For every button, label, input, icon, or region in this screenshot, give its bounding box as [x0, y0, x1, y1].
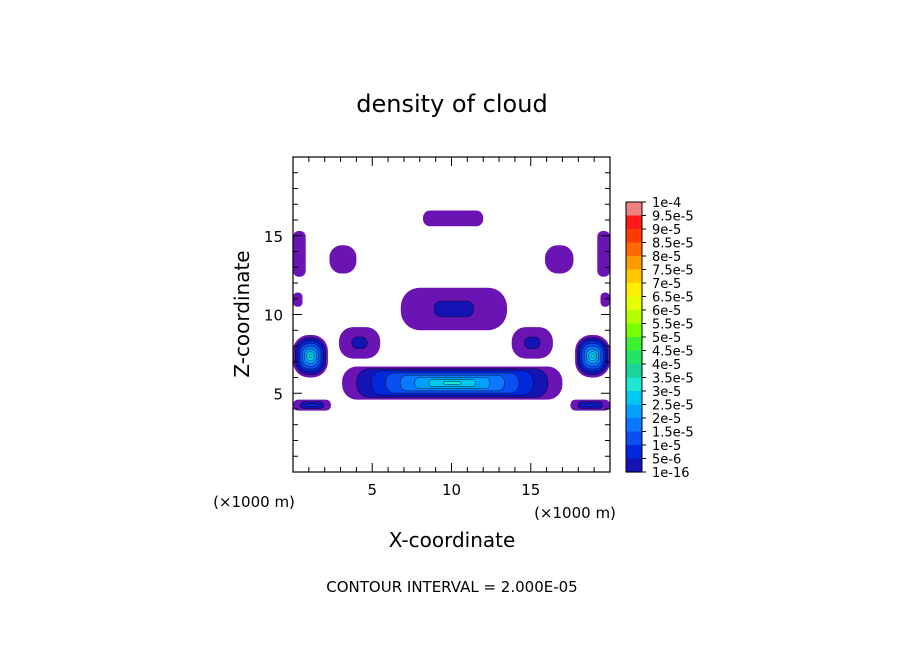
- colorbar-label: 1.5e-5: [652, 426, 694, 441]
- colorbar-label: 6.5e-5: [652, 291, 694, 306]
- contour-region: [585, 403, 595, 407]
- y-unit-label: (×1000 m): [213, 493, 295, 511]
- colorbar: 1e-49.5e-59e-58.5e-58e-57.5e-57e-56.5e-5…: [625, 196, 694, 481]
- plot-area: [293, 210, 610, 411]
- colorbar-swatch: [626, 364, 642, 379]
- contour-region: [545, 245, 574, 274]
- x-axis-label: X-coordinate: [389, 528, 516, 552]
- x-unit-label: (×1000 m): [534, 504, 616, 522]
- colorbar-label: 3.5e-5: [652, 372, 694, 387]
- y-tick-label: 15: [264, 228, 283, 246]
- contour-region: [600, 292, 610, 307]
- colorbar-swatch: [626, 269, 642, 284]
- y-tick-label: 10: [264, 307, 283, 325]
- contour-region: [293, 292, 303, 307]
- contour-region: [443, 381, 462, 385]
- colorbar-label: 5e-5: [652, 331, 681, 346]
- contour-region: [591, 354, 595, 359]
- x-tick-label: 15: [521, 481, 540, 499]
- x-tick-label: 10: [442, 481, 461, 499]
- axis-ticks: 5 10 15 5 10 15: [264, 157, 610, 499]
- x-tick-label: 5: [367, 481, 377, 499]
- colorbar-swatch: [626, 283, 642, 298]
- colorbar-swatch: [626, 458, 642, 473]
- colorbar-swatch: [626, 337, 642, 352]
- colorbar-label: 1e-16: [652, 466, 690, 481]
- colorbar-label: 7.5e-5: [652, 264, 694, 279]
- colorbar-label: 7e-5: [652, 277, 681, 292]
- contour-region: [293, 231, 306, 277]
- colorbar-swatch: [626, 431, 642, 446]
- colorbar-swatch: [626, 215, 642, 230]
- contour-region: [597, 231, 610, 277]
- colorbar-swatch: [626, 229, 642, 244]
- colorbar-label: 4.5e-5: [652, 345, 694, 360]
- y-tick-label: 5: [273, 385, 283, 403]
- contour-region: [423, 210, 484, 227]
- colorbar-swatch: [626, 391, 642, 406]
- colorbar-label: 4e-5: [652, 358, 681, 373]
- contour-region: [307, 403, 317, 407]
- colorbar-swatch: [626, 350, 642, 365]
- colorbar-label: 5e-6: [652, 453, 681, 468]
- colorbar-label: 2.5e-5: [652, 399, 694, 414]
- colorbar-label: 9.5e-5: [652, 210, 694, 225]
- colorbar-label: 6e-5: [652, 304, 681, 319]
- contour-region: [329, 245, 357, 274]
- colorbar-swatch: [626, 418, 642, 433]
- colorbar-swatch: [626, 445, 642, 460]
- colorbar-swatch: [626, 296, 642, 311]
- colorbar-label: 1e-4: [652, 196, 681, 211]
- colorbar-swatch: [626, 310, 642, 325]
- colorbar-label: 8e-5: [652, 250, 681, 265]
- y-axis-label: Z-coordinate: [230, 250, 254, 377]
- contour-interval-footer: CONTOUR INTERVAL = 2.000E-05: [326, 578, 577, 596]
- colorbar-label: 3e-5: [652, 385, 681, 400]
- contour-region: [351, 336, 368, 349]
- contour-region: [308, 354, 313, 359]
- colorbar-swatch: [626, 404, 642, 419]
- colorbar-label: 2e-5: [652, 412, 681, 427]
- colorbar-swatch: [626, 256, 642, 271]
- colorbar-swatch: [626, 323, 642, 338]
- contour-region: [433, 300, 474, 318]
- chart-title: density of cloud: [356, 90, 547, 118]
- colorbar-swatch: [626, 202, 642, 217]
- colorbar-swatch: [626, 377, 642, 392]
- colorbar-label: 1e-5: [652, 439, 681, 454]
- contour-region: [524, 336, 541, 349]
- colorbar-label: 9e-5: [652, 223, 681, 238]
- colorbar-label: 5.5e-5: [652, 318, 694, 333]
- colorbar-swatch: [626, 242, 642, 257]
- colorbar-label: 8.5e-5: [652, 237, 694, 252]
